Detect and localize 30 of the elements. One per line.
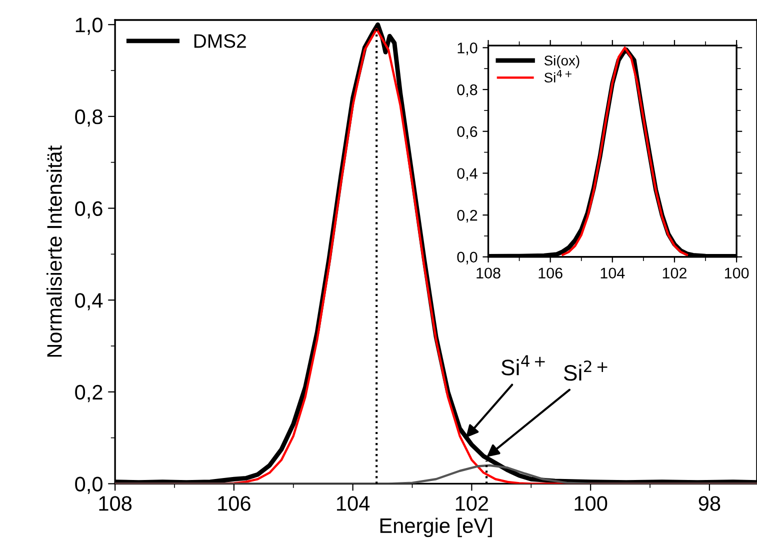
- x-tick-label: 106: [538, 268, 562, 279]
- y-tick-label: 0,2: [75, 384, 102, 402]
- x-tick-label: 100: [574, 496, 608, 511]
- x-tick-label: 102: [662, 268, 686, 279]
- x-tick-label: 100: [724, 268, 749, 279]
- legend-label: DMS2: [194, 34, 246, 48]
- x-tick-label: 104: [600, 268, 625, 279]
- x-tick-label: 98: [698, 496, 720, 511]
- y-tick-label: 0,8: [457, 84, 478, 98]
- y-tick-label: 0,0: [75, 476, 102, 494]
- y-tick-label: 0,4: [457, 168, 478, 181]
- x-tick-label: 104: [337, 496, 370, 511]
- annotation: Si$^{4+}$: [501, 355, 545, 376]
- y-tick-label: 0,4: [75, 293, 103, 310]
- y-tick-label: 0,0: [457, 252, 478, 264]
- y-tick-label: 0,8: [75, 109, 102, 127]
- x-tick-label: 108: [99, 496, 132, 511]
- y-tick-label: 0,2: [457, 210, 478, 223]
- y-tick-label: 1,0: [458, 42, 478, 56]
- x-tick-label: 102: [456, 496, 488, 511]
- legend-label: Si(ox): [544, 55, 580, 68]
- y-tick-label: 1,0: [76, 18, 102, 35]
- y-tick-label: 0,6: [75, 201, 102, 218]
- x-axis-title: Energie [eV]: [380, 518, 492, 538]
- y-tick-label: 0,6: [457, 126, 478, 139]
- annotation: Si$^{2+}$: [564, 360, 608, 381]
- x-tick-label: 108: [476, 268, 500, 279]
- y-axis-title: Normalisierte Intensität: [46, 145, 62, 357]
- x-tick-label: 106: [218, 496, 250, 511]
- legend-label: Si$^{4+}$: [544, 70, 572, 83]
